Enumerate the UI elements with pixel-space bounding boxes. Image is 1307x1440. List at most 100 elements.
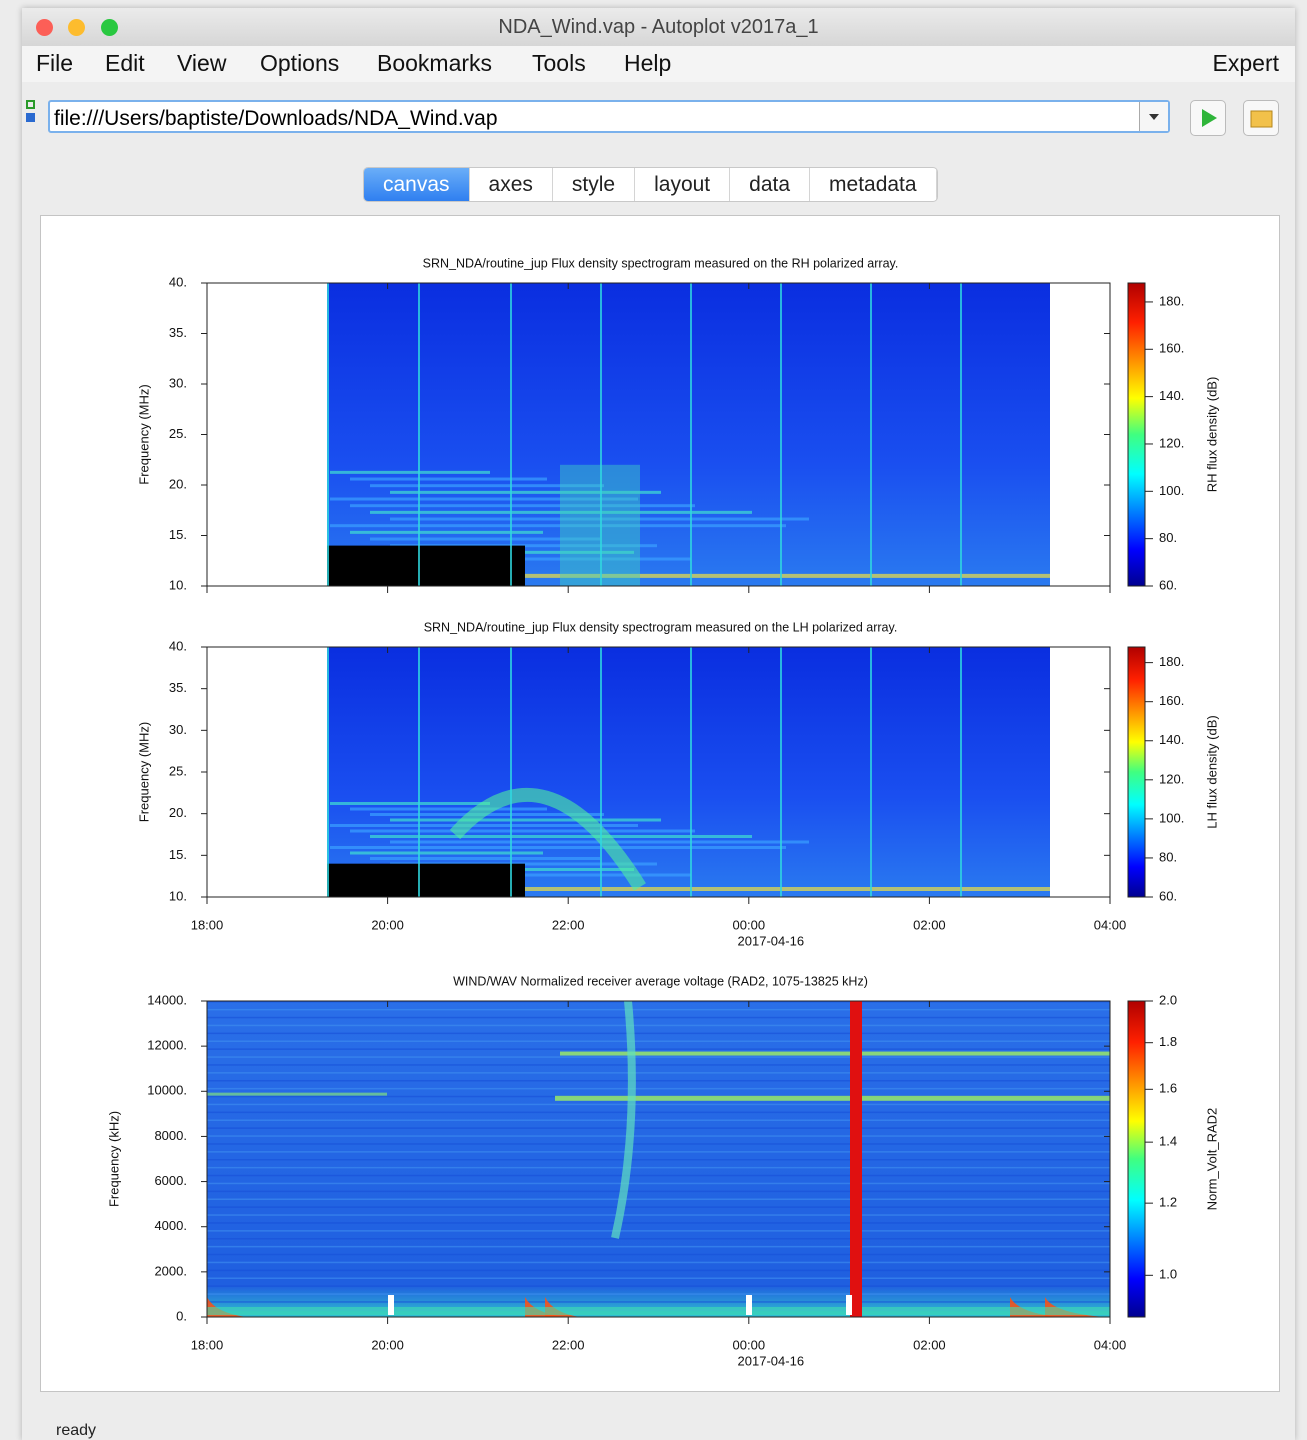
spectrogram-texture <box>370 857 600 860</box>
x-tick-label: 20:00 <box>371 1337 404 1352</box>
spectrogram-texture <box>207 1190 1110 1193</box>
spectrogram-texture <box>207 1253 1110 1256</box>
spectrogram-texture <box>327 283 1050 586</box>
spectrogram-texture <box>207 1151 1110 1153</box>
spectrogram-texture <box>449 787 646 891</box>
colorbar-tick-label: 60. <box>1159 888 1177 903</box>
spectrogram-texture <box>207 1032 1110 1035</box>
plot-frame <box>206 1000 1111 1318</box>
tab[interactable]: metadata <box>810 168 937 201</box>
spectrogram-texture <box>390 517 809 521</box>
spectrogram-texture <box>207 1119 1110 1121</box>
tab[interactable]: layout <box>635 168 731 201</box>
spectrogram-texture <box>207 1056 1110 1058</box>
y-tick-label: 10. <box>169 577 187 592</box>
spectrogram-texture <box>207 1245 1110 1248</box>
spectrogram-texture <box>350 504 695 508</box>
y-tick-label: 35. <box>169 325 187 340</box>
colorbar-tick-label: 1.6 <box>1159 1081 1177 1096</box>
colorbar <box>1127 646 1146 898</box>
spectrogram-texture <box>870 283 872 586</box>
x-tick-label: 20:00 <box>371 917 404 932</box>
spectrogram-texture <box>207 1261 1110 1264</box>
menu-item[interactable]: Options <box>260 50 340 76</box>
x-tick-label: 18:00 <box>191 1337 224 1352</box>
colorbar-tick-label: 80. <box>1159 849 1177 864</box>
x-tick-label: 18:00 <box>191 917 224 932</box>
spectrogram-texture <box>350 829 695 833</box>
spectrogram-texture <box>207 1001 1110 1003</box>
y-tick-label: 15. <box>169 847 187 862</box>
y-axis-label: Frequency (MHz) <box>136 384 151 484</box>
spectrogram-texture <box>330 470 490 474</box>
spectrogram-texture <box>960 283 962 586</box>
spectrogram-texture <box>370 510 752 514</box>
spectrogram-texture <box>207 1040 1110 1042</box>
colorbar-label: Norm_Volt_RAD2 <box>1204 1108 1219 1211</box>
spectrogram-texture <box>330 524 786 528</box>
colorbar-tick-label: 180. <box>1159 654 1184 669</box>
spectrogram-texture <box>330 802 490 805</box>
spectrogram-texture <box>510 283 512 586</box>
y-tick-label: 40. <box>169 274 187 289</box>
address-field[interactable]: file:///Users/baptiste/Downloads/NDA_Win… <box>48 100 1170 133</box>
spectrogram-texture <box>525 887 1050 891</box>
minimize-button[interactable] <box>68 19 85 36</box>
spectrogram-texture <box>207 1307 1110 1315</box>
plot-title: SRN_NDA/routine_jup Flux density spectro… <box>423 256 899 270</box>
address-icon <box>26 100 36 128</box>
plot-title: WIND/WAV Normalized receiver average vol… <box>453 974 868 988</box>
tab[interactable]: style <box>553 168 636 201</box>
address-dropdown[interactable] <box>1139 102 1168 131</box>
menu-item[interactable]: Edit <box>105 50 145 76</box>
y-tick-label: 20. <box>169 476 187 491</box>
colorbar-label: LH flux density (dB) <box>1204 715 1219 828</box>
y-tick-label: 30. <box>169 722 187 737</box>
run-button[interactable] <box>1190 100 1226 136</box>
colorbar-tick-label: 80. <box>1159 530 1177 545</box>
spectrogram-texture <box>207 1198 1110 1200</box>
y-tick-label: 0. <box>176 1308 187 1323</box>
menu-item[interactable]: Expert <box>1212 50 1279 76</box>
menu-item[interactable]: File <box>36 50 74 76</box>
x-date-label: 2017-04-16 <box>738 1353 805 1368</box>
tab[interactable]: data <box>730 168 811 201</box>
spectrogram-texture <box>207 1143 1110 1145</box>
menu-item[interactable]: Tools <box>532 50 586 76</box>
spectrogram-texture <box>370 835 752 838</box>
spectrogram-texture <box>207 1174 1110 1177</box>
colorbar-tick-label: 1.2 <box>1159 1195 1177 1210</box>
spectrogram-texture <box>350 851 543 855</box>
dropdown-arrow <box>1149 114 1159 120</box>
spectrogram-texture <box>207 1214 1110 1216</box>
menu-item[interactable]: Help <box>624 50 672 76</box>
y-tick-label: 20. <box>169 805 187 820</box>
tab-bar: canvas axes style layout data metadata <box>363 167 938 202</box>
x-tick-label: 22:00 <box>552 917 585 932</box>
spectrogram-texture <box>690 283 692 586</box>
spectrogram-texture <box>370 484 604 488</box>
zoom-button[interactable] <box>101 19 118 36</box>
spectrogram-texture <box>390 490 661 494</box>
close-button[interactable] <box>36 19 53 36</box>
colorbar-tick-label: 1.8 <box>1159 1034 1177 1049</box>
spectrogram-texture <box>350 807 547 811</box>
open-button[interactable] <box>1243 100 1279 136</box>
tab[interactable]: canvas <box>364 168 470 201</box>
spectrogram-texture <box>780 283 782 586</box>
tab[interactable]: axes <box>470 168 553 201</box>
menu-item[interactable]: View <box>177 50 227 76</box>
y-axis-label: Frequency (MHz) <box>136 722 151 822</box>
spectrogram-texture <box>846 1295 852 1315</box>
menu-item[interactable]: Bookmarks <box>377 50 493 76</box>
x-tick-label: 04:00 <box>1094 1337 1127 1352</box>
y-tick-label: 4000. <box>154 1218 187 1233</box>
menu-bar: Expert File Edit View Options Bookmarks Tools… <box>22 46 1295 82</box>
spectrogram-texture <box>370 537 600 541</box>
spectrogram-texture <box>207 1269 1110 1272</box>
spectrogram-texture <box>390 818 661 822</box>
plot-title: SRN_NDA/routine_jup Flux density spectro… <box>424 620 898 634</box>
address-text: file:///Users/baptiste/Downloads/NDA_Win… <box>54 107 498 130</box>
folder-icon <box>1250 110 1273 128</box>
